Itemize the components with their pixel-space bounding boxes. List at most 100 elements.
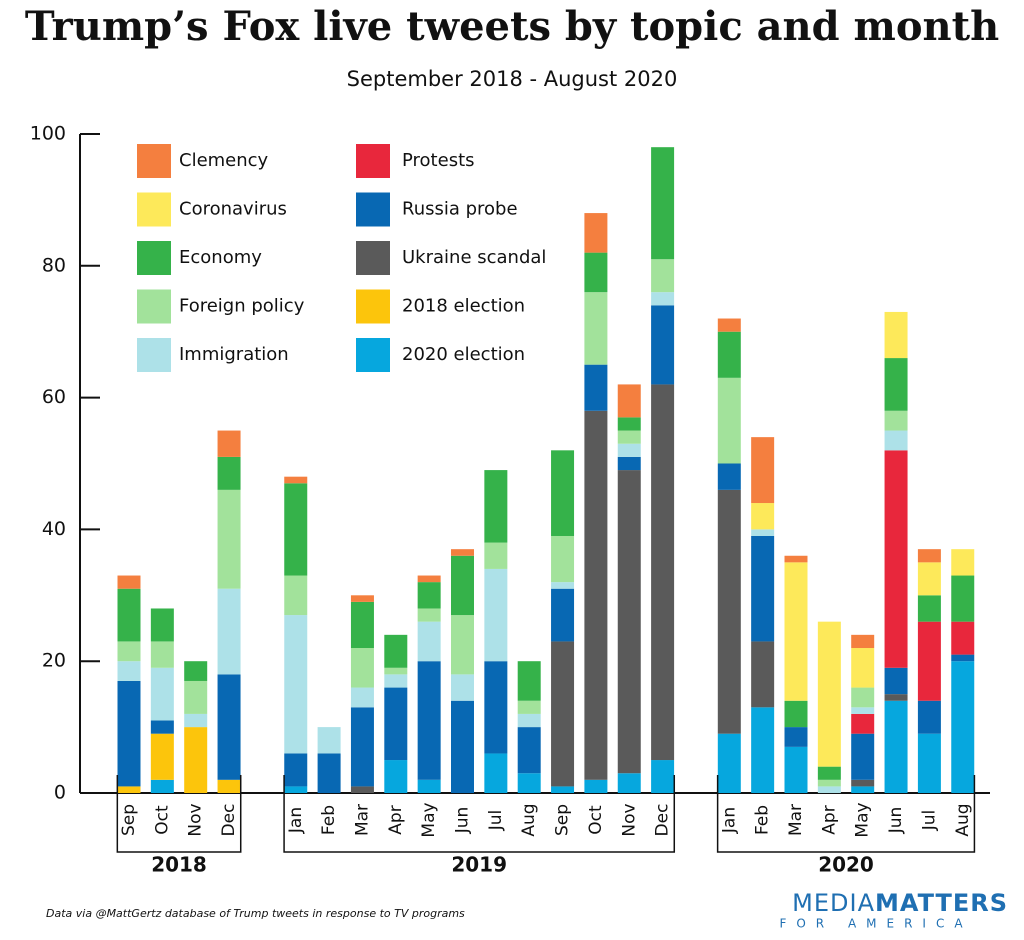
y-tick-label: 100: [30, 123, 66, 145]
bar-segment: [817, 621, 841, 767]
bar-segment: [584, 252, 608, 293]
bar-segment: [484, 568, 508, 662]
bar-segment: [784, 562, 808, 701]
bar-segment: [851, 648, 875, 688]
year-label: 2019: [451, 853, 507, 877]
bar-segment: [384, 760, 408, 793]
logo: MEDIA: [792, 889, 875, 917]
bar-segment: [451, 555, 474, 616]
x-tick-label: Jun: [453, 807, 473, 835]
bar-segment: [417, 608, 441, 622]
legend-label: Ukraine scandal: [402, 247, 546, 268]
year-label-bg: [816, 855, 877, 877]
x-tick-label: Jul: [919, 810, 939, 832]
bar-segment: [384, 687, 408, 761]
legend-swatch: [137, 241, 171, 275]
bar-segment: [617, 470, 641, 774]
bar-segment: [884, 700, 908, 793]
bar-segment: [884, 311, 908, 359]
bar-segment: [784, 746, 808, 793]
bar-segment: [451, 615, 474, 675]
bar-segment: [217, 674, 241, 780]
bar-segment: [150, 779, 174, 793]
bar-segment: [317, 753, 341, 793]
bar-segment: [551, 588, 575, 642]
x-tick-label: Dec: [653, 804, 673, 837]
bar-segment: [951, 654, 975, 662]
bar-segment: [951, 549, 975, 576]
bar-segment: [717, 489, 741, 734]
bar-segment: [284, 753, 308, 787]
x-tick-label: Oct: [152, 805, 172, 835]
year-label-bg: [149, 855, 210, 877]
bar-segment: [951, 661, 975, 793]
bar-segment: [517, 700, 541, 714]
year-bracket: [283, 775, 676, 853]
bar-segment: [484, 661, 508, 754]
bar-segment: [717, 377, 741, 464]
x-tick-label: Aug: [953, 803, 973, 836]
bar-segment: [784, 727, 808, 747]
x-tick-label: May: [419, 802, 439, 837]
x-tick-label: Aug: [519, 803, 539, 836]
x-tick-label: Feb: [753, 805, 773, 835]
legend-label: Immigration: [179, 344, 289, 365]
legend-swatch: [137, 338, 171, 372]
bar-segment: [417, 621, 441, 662]
y-tick-label: 0: [54, 782, 66, 804]
bar-segment: [817, 786, 841, 793]
bar-segment: [150, 667, 174, 721]
bar-segment: [851, 713, 875, 734]
bar-segment: [617, 456, 641, 471]
bar-segment: [217, 456, 241, 490]
bar-segment: [884, 667, 908, 695]
bar-segment: [717, 733, 741, 793]
bar-segment: [384, 674, 408, 688]
legend-swatch: [356, 338, 390, 372]
bar-segment: [917, 700, 941, 734]
legend-label: Foreign policy: [179, 296, 305, 317]
bar-segment: [451, 674, 474, 701]
bar-segment: [284, 615, 308, 754]
bar-segment: [451, 549, 474, 556]
bar-segment: [584, 779, 608, 793]
legend-label: 2018 election: [402, 296, 525, 317]
bar-segment: [350, 601, 374, 649]
legend-swatch: [137, 289, 171, 324]
legend-swatch: [356, 144, 390, 178]
x-tick-label: Jun: [886, 807, 906, 835]
bar-segment: [551, 450, 575, 536]
bar-segment: [551, 535, 575, 583]
bar-segment: [350, 786, 374, 793]
bar-segment: [584, 292, 608, 365]
year-bracket: [116, 775, 242, 853]
bar-segment: [884, 410, 908, 431]
x-tick-label: May: [853, 802, 873, 837]
bar-segment: [617, 430, 641, 444]
bar-segment: [617, 773, 641, 793]
legend-label: 2020 election: [402, 344, 525, 365]
bar-segment: [184, 661, 208, 681]
bar-segment: [717, 463, 741, 490]
logo: MATTERS: [875, 889, 1008, 917]
bar-segment: [617, 443, 641, 457]
bar-segment: [350, 707, 374, 787]
bar-segment: [917, 595, 941, 622]
x-tick-label: Mar: [786, 804, 806, 836]
bar-segment: [551, 641, 575, 787]
x-tick-label: Apr: [819, 805, 839, 834]
bar-segment: [751, 437, 775, 504]
bar-segment: [484, 542, 508, 569]
bar-segment: [917, 562, 941, 596]
bar-segment: [651, 760, 675, 793]
bar-segment: [784, 555, 808, 563]
legend-swatch: [356, 289, 390, 324]
x-tick-label: Nov: [186, 803, 206, 836]
legend-label: Russia probe: [402, 199, 518, 220]
bar-segment: [884, 430, 908, 451]
bar-segment: [484, 470, 508, 543]
bar-segment: [851, 687, 875, 708]
x-tick-label: Dec: [219, 804, 239, 837]
bar-segment: [217, 430, 241, 457]
